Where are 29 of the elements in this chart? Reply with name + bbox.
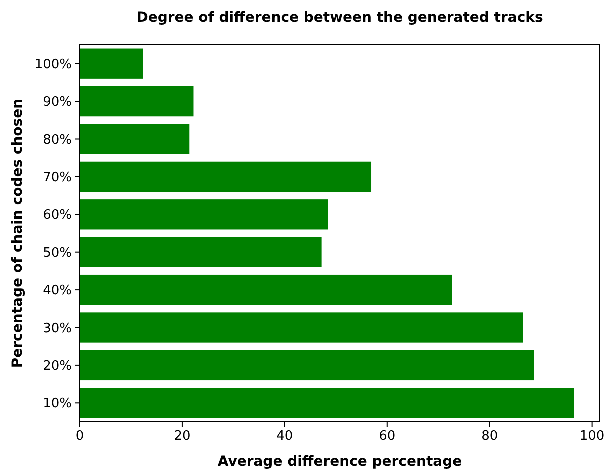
x-tick-label: 60 — [379, 429, 396, 444]
bar — [80, 48, 144, 79]
y-tick-label: 30% — [43, 321, 72, 336]
bar — [80, 86, 194, 117]
y-tick-label: 20% — [43, 359, 72, 374]
bar — [80, 237, 322, 268]
y-tick-label: 60% — [43, 208, 72, 224]
x-axis-title: Average difference percentage — [218, 454, 462, 470]
bar — [80, 124, 190, 154]
y-tick-label: 90% — [43, 95, 72, 110]
x-tick-label: 40 — [276, 429, 294, 444]
bar — [80, 312, 524, 343]
y-tick-label: 70% — [43, 170, 72, 186]
y-tick-label: 40% — [43, 284, 72, 299]
chart-title: Degree of difference between the generated tracks — [136, 10, 544, 26]
bar — [80, 388, 574, 418]
x-tick-label: 80 — [482, 429, 498, 444]
y-tick-label: 10% — [43, 396, 72, 412]
x-tick-label: 100 — [580, 429, 605, 444]
bar — [80, 274, 452, 306]
bar — [80, 200, 328, 230]
bar — [80, 350, 534, 381]
y-tick-label: 80% — [43, 132, 72, 148]
x-tick-label: 20 — [174, 429, 191, 444]
x-tick-label: 0 — [76, 429, 84, 444]
y-tick-label: 100% — [34, 57, 72, 72]
y-axis-title: Percentage of chain codes chosen — [10, 98, 26, 368]
y-tick-label: 50% — [43, 246, 72, 261]
bar — [80, 162, 372, 192]
